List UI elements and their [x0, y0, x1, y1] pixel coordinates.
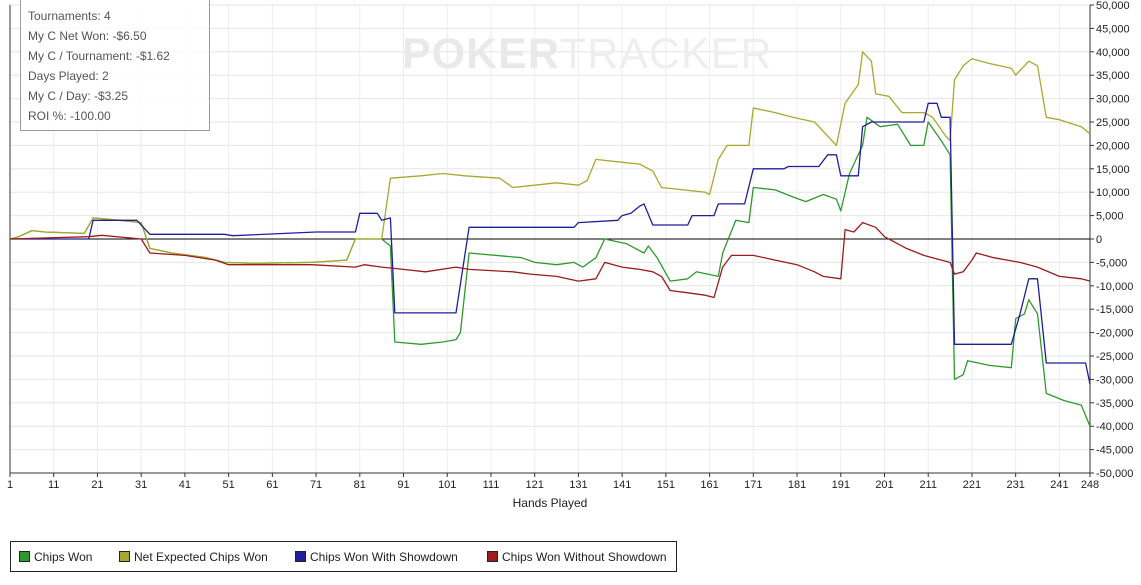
- x-tick-label: 91: [397, 479, 409, 491]
- y-tick-label: 30,000: [1096, 94, 1130, 106]
- x-tick-label: 41: [179, 479, 191, 491]
- y-tick-label: 50,000: [1096, 0, 1130, 12]
- x-axis-title: Hands Played: [513, 496, 588, 510]
- legend-item-without-showdown[interactable]: Chips Won Without Showdown: [487, 550, 667, 564]
- x-tick-label: 141: [613, 479, 631, 491]
- series-lines: [9, 51, 1091, 427]
- y-tick-label: -35,000: [1096, 398, 1133, 410]
- pokertracker-watermark: POKERTRACKER: [402, 30, 772, 79]
- watermark-bold: POKER: [402, 30, 560, 78]
- x-tick-label: 111: [483, 479, 500, 491]
- x-tick-label: 231: [1006, 479, 1024, 491]
- x-tick-label: 248: [1081, 479, 1099, 491]
- info-roi: ROI %: -100.00: [28, 109, 111, 123]
- y-tick-label: -50,000: [1096, 468, 1133, 480]
- y-tick-label: -20,000: [1096, 328, 1133, 340]
- x-tick-label: 171: [744, 479, 762, 491]
- info-net-won: My C Net Won: -$6.50: [28, 29, 147, 43]
- legend-label: Net Expected Chips Won: [134, 550, 268, 564]
- info-per-tournament: My C / Tournament: -$1.62: [28, 49, 170, 63]
- y-tick-label: 20,000: [1096, 140, 1130, 152]
- watermark-light: TRACKER: [559, 30, 773, 78]
- x-tick-label: 51: [222, 479, 234, 491]
- y-tick-label: 35,000: [1096, 70, 1130, 82]
- y-tick-label: 5,000: [1096, 211, 1124, 223]
- y-tick-label: 15,000: [1096, 164, 1130, 176]
- x-tick-label: 21: [91, 479, 103, 491]
- series-line-without-showdown: [9, 221, 1091, 299]
- x-tick-label: 31: [135, 479, 147, 491]
- y-tick-label: 45,000: [1096, 23, 1130, 35]
- series-line-with-showdown: [10, 102, 1091, 385]
- legend-swatch: [119, 551, 130, 562]
- y-tick-label: 25,000: [1096, 117, 1130, 129]
- x-tick-label: 161: [700, 479, 718, 491]
- x-tick-label: 151: [657, 479, 675, 491]
- x-tick-label: 181: [788, 479, 806, 491]
- legend-swatch: [487, 551, 498, 562]
- y-tick-label: 10,000: [1096, 187, 1130, 199]
- x-tick-label: 201: [875, 479, 893, 491]
- y-tick-label: -30,000: [1096, 374, 1133, 386]
- x-tick-label: 81: [354, 479, 366, 491]
- x-tick-label: 131: [569, 479, 587, 491]
- y-tick-label: -5,000: [1096, 257, 1127, 269]
- y-tick-label: 40,000: [1096, 47, 1130, 59]
- y-tick-label: -40,000: [1096, 421, 1133, 433]
- info-days-played: Days Played: 2: [28, 69, 109, 83]
- tick-labels: 50,000 45,000 40,000 35,000 30,000 25,000 20,0…: [7, 0, 1133, 491]
- info-tournaments: Tournaments: 4: [28, 9, 111, 23]
- info-per-day: My C / Day: -$3.25: [28, 89, 129, 103]
- y-tick-label: -45,000: [1096, 445, 1133, 457]
- legend-label: Chips Won Without Showdown: [502, 550, 667, 564]
- x-tick-label: 211: [919, 479, 937, 491]
- x-tick-label: 121: [526, 479, 544, 491]
- legend-label: Chips Won: [34, 550, 93, 564]
- y-tick-label: -10,000: [1096, 281, 1133, 293]
- y-tick-label: -25,000: [1096, 351, 1133, 363]
- x-tick-label: 241: [1050, 479, 1068, 491]
- x-tick-label: 1: [7, 479, 13, 491]
- legend-item-with-showdown[interactable]: Chips Won With Showdown: [295, 550, 458, 564]
- y-tick-label: -15,000: [1096, 304, 1133, 316]
- x-tick-label: 11: [48, 479, 59, 491]
- legend-swatch: [295, 551, 306, 562]
- x-tick-label: 221: [963, 479, 981, 491]
- x-tick-label: 71: [310, 479, 322, 491]
- legend-item-chips-won[interactable]: Chips Won: [19, 550, 92, 564]
- legend-swatch: [19, 551, 30, 562]
- legend-item-net-expected[interactable]: Net Expected Chips Won: [119, 550, 268, 564]
- stats-summary-box: Tournaments: 4 My C Net Won: -$6.50 My C…: [20, 0, 210, 131]
- chart-legend: Chips Won Net Expected Chips Won Chips W…: [10, 541, 677, 572]
- x-tick-label: 191: [832, 479, 850, 491]
- x-tick-label: 101: [438, 479, 456, 491]
- x-tick-label: 61: [266, 479, 278, 491]
- legend-label: Chips Won With Showdown: [310, 550, 458, 564]
- y-tick-label: 0: [1096, 234, 1102, 246]
